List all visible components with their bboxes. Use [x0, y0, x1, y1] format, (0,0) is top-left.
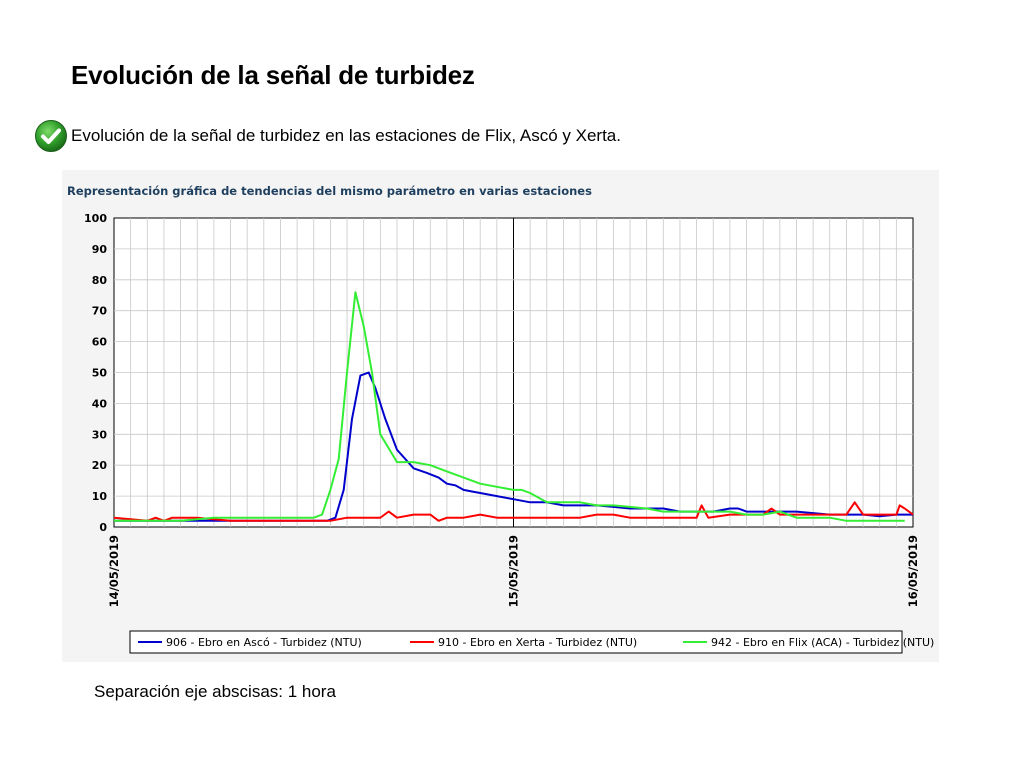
legend-label-1: 906 - Ebro en Ascó - Turbidez (NTU): [166, 636, 362, 649]
x-tick-label: 15/05/2019: [507, 535, 521, 607]
bullet-row: Evolución de la señal de turbidez en las…: [34, 119, 621, 153]
y-tick-label: 90: [92, 243, 108, 256]
turbidity-line-chart: Representación gráfica de tendencias del…: [67, 184, 934, 654]
y-tick-label: 10: [92, 490, 108, 503]
series-line-1: [114, 371, 913, 522]
y-tick-label: 30: [92, 428, 108, 441]
y-tick-label: 80: [92, 274, 108, 287]
legend-box: [129, 630, 903, 654]
y-tick-label: 60: [92, 336, 108, 349]
chart-panel: Representación gráfica de tendencias del…: [62, 170, 939, 662]
page-title: Evolución de la señal de turbidez: [71, 60, 475, 90]
check-circle-icon: [35, 120, 67, 152]
y-tick-label: 20: [92, 459, 108, 472]
y-tick-label: 100: [84, 212, 107, 225]
y-tick-label: 0: [99, 521, 107, 534]
y-tick-label: 40: [92, 397, 108, 410]
series-line-2: [113, 501, 914, 522]
axis-note: Separación eje abscisas: 1 hora: [94, 682, 336, 701]
x-tick-label: 14/05/2019: [107, 535, 121, 607]
chart-title: Representación gráfica de tendencias del…: [67, 184, 592, 198]
x-tick-label: 16/05/2019: [906, 535, 920, 607]
legend-label-2: 910 - Ebro en Xerta - Turbidez (NTU): [438, 636, 637, 649]
series-line-3: [114, 291, 905, 522]
legend-label-3: 942 - Ebro en Flix (ACA) - Turbidez (NTU…: [711, 636, 934, 649]
y-tick-label: 50: [92, 367, 108, 380]
y-tick-label: 70: [92, 305, 108, 318]
bullet-text: Evolución de la señal de turbidez en las…: [71, 126, 621, 145]
